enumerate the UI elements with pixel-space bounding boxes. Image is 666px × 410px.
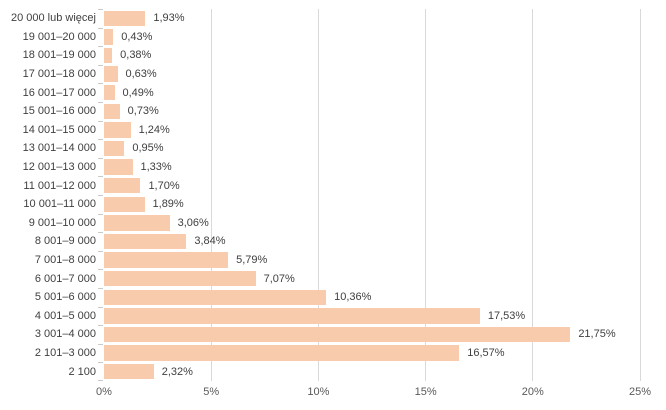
- category-axis-tick: [98, 65, 103, 66]
- plot-area: 1,93% 0,43% 0,38% 0,63% 0,49% 0,73% 1,24% 0,95%…: [98, 9, 641, 381]
- bar-value-label: 16,57%: [467, 347, 505, 360]
- category-label: 16 001–17 000: [22, 86, 96, 99]
- bar: [104, 363, 154, 380]
- category-label: 4 001–5 000: [34, 309, 96, 322]
- bar: [104, 270, 256, 287]
- x-axis-tick-label: 15%: [414, 386, 437, 398]
- category-label: 20 000 lub więcej: [10, 12, 96, 25]
- category-axis-tick: [98, 251, 103, 252]
- x-axis-tick-label: 0%: [96, 386, 112, 398]
- category-label: 7 001–8 000: [34, 254, 96, 267]
- bar: [104, 122, 131, 138]
- bar-value-label: 5,79%: [236, 254, 268, 267]
- category-label: 17 001–18 000: [22, 68, 96, 81]
- bar: [104, 84, 115, 101]
- category-axis-tick: [98, 232, 103, 233]
- bar: [104, 47, 113, 64]
- category-axis-tick: [98, 83, 103, 84]
- bar-value-label: 0,38%: [120, 49, 152, 62]
- gridline: [210, 9, 212, 381]
- x-axis-tick-label: 10%: [307, 386, 330, 398]
- bar: [104, 196, 145, 213]
- bar-value-label: 1,24%: [138, 123, 170, 136]
- category-label: 2 101–3 000: [34, 346, 96, 359]
- bar-value-label: 10,36%: [334, 291, 372, 304]
- category-axis-tick: [98, 362, 103, 363]
- category-label: 9 001–10 000: [28, 216, 96, 229]
- category-axis-tick: [98, 214, 103, 215]
- category-label: 6 001–7 000: [34, 272, 96, 285]
- category-label: 11 001–12 000: [23, 179, 96, 192]
- category-axis-tick: [98, 344, 103, 345]
- category-axis-tick: [98, 380, 103, 381]
- bar: [104, 215, 170, 231]
- bar: [104, 233, 187, 250]
- bar: [104, 326, 571, 343]
- category-axis-tick: [98, 307, 103, 308]
- gridline: [425, 9, 427, 381]
- bar-value-label: 1,33%: [140, 161, 172, 174]
- gridline: [639, 9, 641, 381]
- bar: [104, 159, 133, 175]
- bar: [104, 103, 120, 120]
- category-label: 12 001–13 000: [22, 161, 96, 174]
- bar-value-label: 1,89%: [152, 198, 184, 211]
- bar-value-label: 0,73%: [127, 105, 159, 118]
- bar-value-label: 7,07%: [263, 272, 295, 285]
- bar-value-label: 0,63%: [125, 68, 157, 81]
- bar-value-label: 17,53%: [487, 309, 526, 322]
- category-label: 15 001–16 000: [22, 105, 96, 118]
- y-axis-labels: 20 000 lub więcej 19 001–20 000 18 001–19 …: [0, 9, 96, 381]
- bar: [104, 10, 146, 27]
- bar: [104, 66, 118, 82]
- bar-value-label: 1,93%: [153, 12, 185, 25]
- category-axis-tick: [98, 325, 103, 326]
- category-label: 13 001–14 000: [22, 142, 96, 155]
- x-axis-tick-label: 20%: [521, 386, 544, 398]
- bar: [104, 252, 229, 268]
- bar-value-label: 0,49%: [122, 86, 154, 99]
- bar: [104, 140, 125, 157]
- x-axis-tick-label: 5%: [203, 386, 220, 398]
- bar-value-label: 2,32%: [161, 365, 193, 378]
- category-label: 8 001–9 000: [34, 235, 96, 248]
- category-label: 3 001–4 000: [34, 328, 96, 341]
- category-axis-tick: [98, 288, 103, 289]
- bar-value-label: 21,75%: [578, 328, 616, 341]
- category-label: 18 001–19 000: [22, 49, 96, 62]
- gridline: [532, 9, 534, 381]
- category-axis-tick: [98, 102, 103, 103]
- category-axis-tick: [98, 158, 103, 159]
- category-label: 2 100: [68, 365, 96, 378]
- bar: [104, 289, 327, 306]
- category-label: 5 001–6 000: [34, 291, 96, 304]
- x-axis-labels: 0% 5% 10% 15% 20% 25%: [0, 386, 666, 401]
- bar-value-label: 3,06%: [177, 216, 209, 229]
- bar: [104, 29, 114, 45]
- category-axis-tick: [98, 269, 103, 270]
- bar-value-label: 3,84%: [194, 235, 226, 248]
- category-axis-tick: [98, 139, 103, 140]
- bar: [104, 177, 141, 194]
- category-label: 19 001–20 000: [22, 30, 96, 43]
- bar-value-label: 0,43%: [121, 30, 153, 43]
- category-label: 10 001–11 000: [23, 198, 96, 211]
- category-axis-tick: [98, 9, 103, 10]
- category-axis-tick: [98, 195, 103, 196]
- bar: [104, 345, 460, 361]
- bar-value-label: 1,70%: [148, 179, 180, 192]
- bar: [104, 308, 480, 324]
- category-axis-tick: [98, 46, 103, 47]
- bar-value-label: 0,95%: [132, 142, 164, 155]
- category-axis-tick: [98, 121, 103, 122]
- category-label: 14 001–15 000: [22, 123, 96, 136]
- gridline: [317, 9, 319, 381]
- category-axis-tick: [98, 176, 103, 177]
- x-axis-tick-label: 25%: [628, 386, 652, 398]
- category-axis-tick: [98, 28, 103, 29]
